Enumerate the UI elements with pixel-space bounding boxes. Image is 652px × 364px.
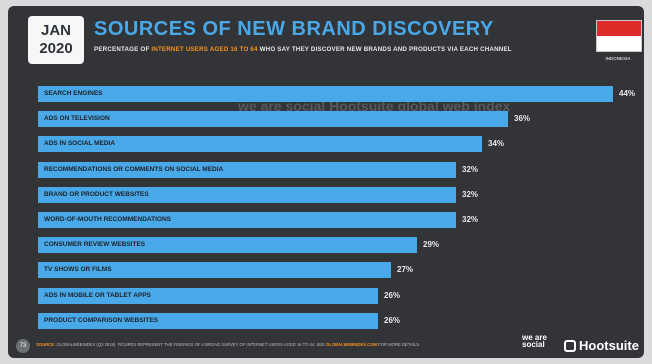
- bar-label-5: BRAND OR PRODUCT WEBSITES: [44, 191, 149, 198]
- bar-4: [38, 162, 456, 178]
- hootsuite-logo-text: Hootsuite: [579, 338, 639, 353]
- flag-red-stripe: [597, 21, 641, 36]
- bar-3: [38, 136, 482, 152]
- bar-5: [38, 187, 456, 203]
- bar-2: [38, 111, 508, 127]
- we-are-social-logo: we are social: [522, 333, 547, 349]
- bar-value-8: 27%: [397, 265, 414, 274]
- bar-8: [38, 262, 391, 278]
- bar-value-2: 36%: [514, 114, 531, 123]
- hootsuite-owl-icon: [564, 339, 576, 352]
- source-text: GLOBALWEBINDEX (Q3 2019). FIGURES REPRES…: [55, 342, 327, 347]
- hootsuite-logo: Hootsuite: [564, 338, 639, 353]
- flag-white-stripe: [597, 36, 641, 51]
- indonesia-flag-icon: [596, 20, 642, 52]
- bar-10: [38, 313, 378, 329]
- bar-label-8: TV SHOWS OR FILMS: [44, 266, 112, 273]
- slide: JAN 2020 SOURCES OF NEW BRAND DISCOVERY …: [8, 6, 644, 358]
- bar-value-5: 32%: [462, 190, 479, 199]
- bar-label-1: SEARCH ENGINES: [44, 90, 103, 97]
- footer: 73 SOURCE: GLOBALWEBINDEX (Q3 2019). FIG…: [8, 332, 644, 358]
- bar-label-2: ADS ON TELEVISION: [44, 115, 110, 122]
- bar-label-6: WORD-OF-MOUTH RECOMMENDATIONS: [44, 216, 171, 223]
- bar-label-9: ADS IN MOBILE OR TABLET APPS: [44, 292, 151, 299]
- watermark-brand2: Hootsuite: [329, 98, 394, 114]
- country-label: INDONESIA: [605, 56, 631, 61]
- bar-value-7: 29%: [423, 240, 440, 249]
- date-month: JAN: [40, 22, 71, 39]
- page-number: 73: [16, 339, 30, 353]
- watermark: we are social Hootsuite global web index: [238, 98, 510, 114]
- source-link[interactable]: GLOBALWEBINDEX.COM: [326, 342, 377, 347]
- bar-value-9: 26%: [384, 291, 401, 300]
- watermark-brand1: we are social: [238, 98, 326, 114]
- bar-label-3: ADS IN SOCIAL MEDIA: [44, 140, 116, 147]
- source-label: SOURCE:: [36, 342, 56, 347]
- bar-value-6: 32%: [462, 215, 479, 224]
- bar-label-7: CONSUMER REVIEW WEBSITES: [44, 241, 146, 248]
- bar-1: [38, 86, 613, 102]
- bar-label-10: PRODUCT COMPARISON WEBSITES: [44, 317, 158, 324]
- date-badge: JAN 2020: [28, 16, 84, 64]
- source-note: SOURCE: GLOBALWEBINDEX (Q3 2019). FIGURE…: [36, 342, 420, 347]
- chart-subtitle: PERCENTAGE OF INTERNET USERS AGED 16 TO …: [94, 46, 512, 53]
- bar-value-3: 34%: [488, 139, 505, 148]
- subtitle-pre: PERCENTAGE OF: [94, 46, 152, 53]
- source-tail: FOR MORE DETAILS.: [376, 342, 421, 347]
- bar-6: [38, 212, 456, 228]
- bar-label-4: RECOMMENDATIONS OR COMMENTS ON SOCIAL ME…: [44, 166, 224, 173]
- bar-value-1: 44%: [619, 89, 636, 98]
- bar-value-10: 26%: [384, 316, 401, 325]
- subtitle-highlight: INTERNET USERS AGED 16 TO 64: [151, 46, 258, 53]
- bar-7: [38, 237, 417, 253]
- date-year: 2020: [39, 40, 73, 57]
- watermark-brand3: global web index: [397, 98, 511, 114]
- bar-9: [38, 288, 378, 304]
- chart-title: SOURCES OF NEW BRAND DISCOVERY: [94, 18, 494, 40]
- subtitle-post: WHO SAY THEY DISCOVER NEW BRANDS AND PRO…: [257, 46, 512, 53]
- bar-value-4: 32%: [462, 165, 479, 174]
